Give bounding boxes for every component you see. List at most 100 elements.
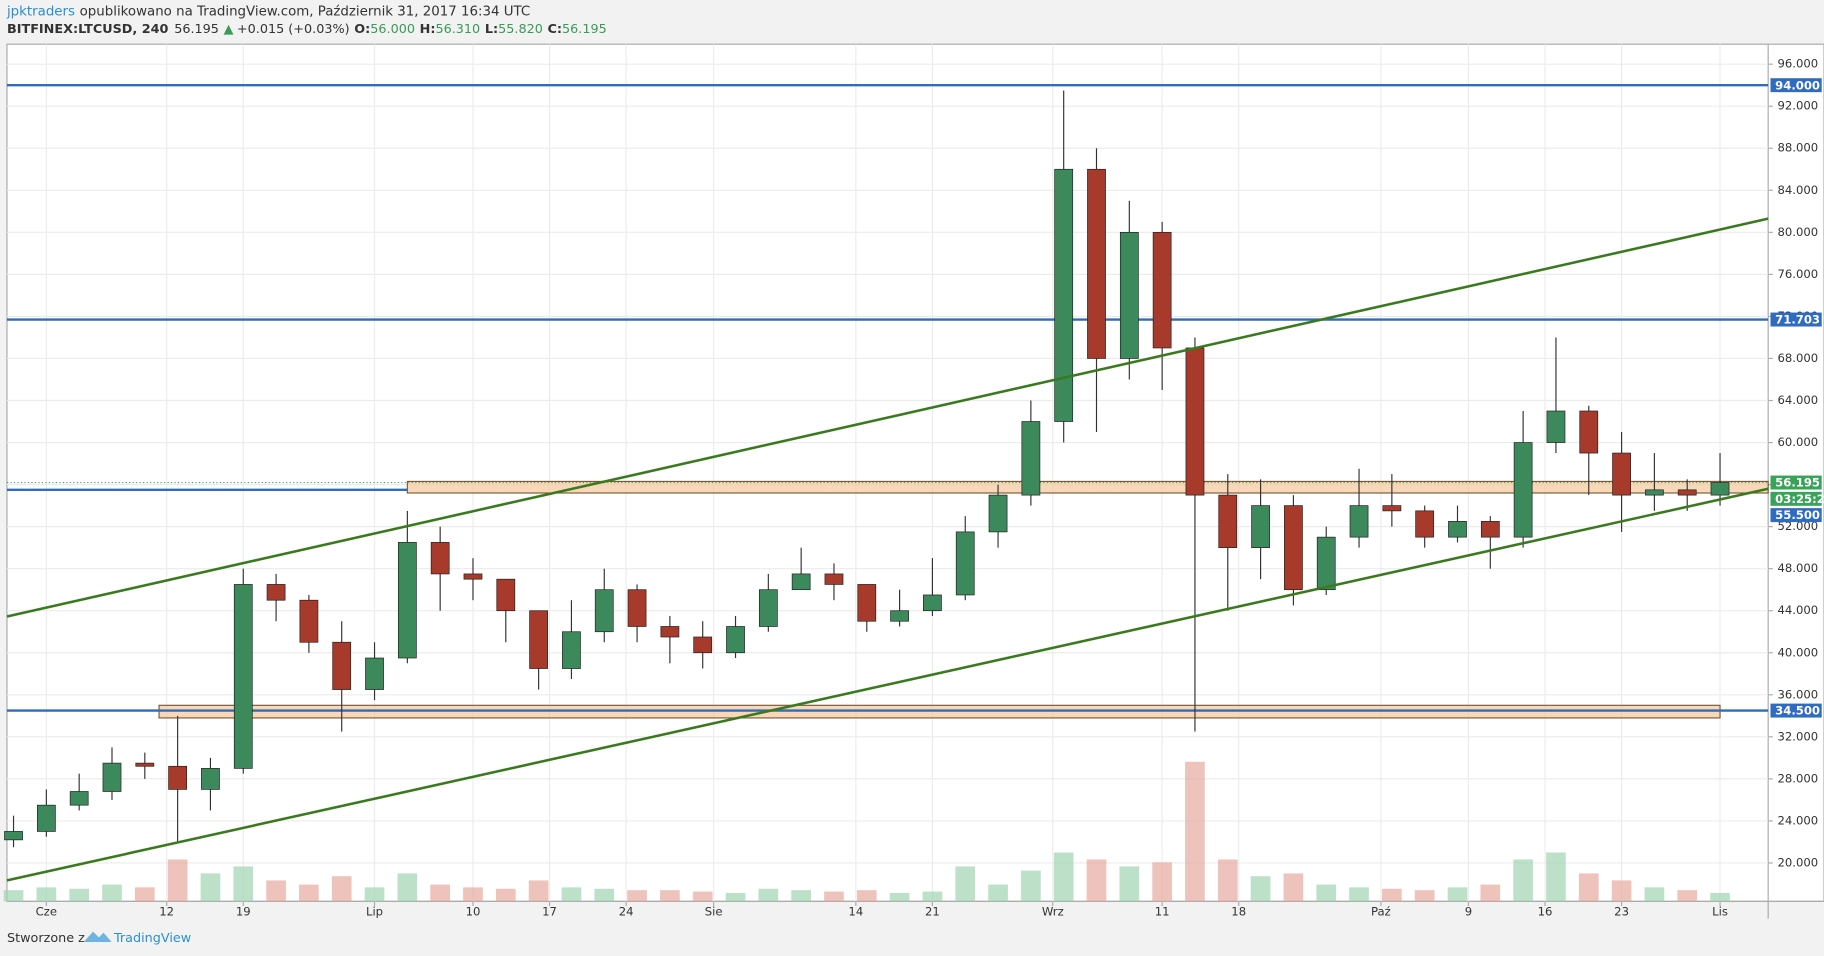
- y-tick-label: 68.000: [1777, 351, 1818, 365]
- level-tag: 71.703: [1770, 312, 1822, 327]
- footer-text: Stworzone z: [7, 931, 85, 946]
- plot-frame: [6, 43, 1824, 902]
- candle-body: [693, 636, 713, 654]
- candle-body: [135, 762, 155, 767]
- level-tag-bg: [1770, 703, 1822, 718]
- volume-bar: [167, 859, 188, 902]
- x-tick-label: Sie: [705, 904, 723, 918]
- last-price-tag-label: 56.195: [1775, 476, 1820, 490]
- y-tick-label: 84.000: [1777, 183, 1818, 197]
- c-label: C:: [548, 22, 563, 37]
- volume-bar: [1546, 852, 1566, 902]
- countdown-tag-label: 03:25:24: [1775, 492, 1824, 506]
- volume-bar: [331, 876, 352, 902]
- level-tag-bg: [1770, 508, 1822, 523]
- x-tick-label: Lis: [1712, 904, 1728, 918]
- candle-body: [397, 542, 417, 659]
- tradingview-logo[interactable]: [83, 931, 112, 943]
- x-tick-label: 21: [925, 904, 940, 918]
- candle-body: [332, 641, 352, 690]
- author[interactable]: jpktraders: [6, 5, 75, 20]
- candle-body: [496, 578, 516, 612]
- volume-bar: [758, 888, 779, 902]
- volume-bar: [69, 888, 90, 902]
- candle-body: [430, 542, 450, 575]
- countdown-tag-bg: [1770, 491, 1822, 506]
- volume-bar: [3, 890, 24, 902]
- volume-bar: [1480, 884, 1501, 902]
- candle-body: [1152, 231, 1172, 349]
- level-tag: 34.500: [1770, 703, 1822, 718]
- y-tick-label: 32.000: [1777, 729, 1818, 743]
- y-tick-label: 40.000: [1777, 645, 1818, 659]
- x-tick-label: 19: [236, 904, 251, 918]
- candle-body: [1480, 521, 1500, 538]
- x-tick-label: 18: [1231, 904, 1246, 918]
- volume-bar: [1611, 880, 1632, 902]
- volume-bar: [824, 891, 844, 902]
- volume-bar: [134, 887, 155, 902]
- y-tick-label: 44.000: [1777, 603, 1818, 617]
- volume-bar: [692, 891, 713, 902]
- header-line-1: jpktraders opublikowano na TradingView.co…: [6, 4, 530, 20]
- y-tick-label: 80.000: [1777, 225, 1818, 239]
- candle-body: [660, 626, 680, 638]
- change: +0.015 (+0.03%): [237, 22, 350, 37]
- candle-body: [1284, 505, 1303, 591]
- volume-bar: [1283, 873, 1304, 902]
- candle-body: [1579, 410, 1599, 454]
- candle-body: [168, 765, 188, 790]
- x-tick-label: 11: [1155, 904, 1170, 918]
- price: 56.195: [174, 22, 219, 37]
- candle-body: [923, 594, 942, 612]
- volume-bar: [36, 887, 57, 902]
- volume-bar: [988, 884, 1008, 902]
- y-tick-label: 96.000: [1777, 57, 1818, 71]
- volume-bar: [200, 873, 221, 902]
- candle-body: [1185, 347, 1205, 496]
- footer-brand[interactable]: TradingView: [113, 931, 191, 946]
- y-tick-label: 36.000: [1777, 687, 1818, 701]
- volume-bar: [594, 888, 615, 902]
- y-tick-label: 92.000: [1777, 99, 1818, 113]
- level-tag-label: 34.500: [1775, 704, 1820, 718]
- volume-bar: [660, 890, 680, 902]
- candle-body: [1415, 510, 1435, 538]
- volume-bar: [1316, 884, 1337, 902]
- candle-body: [4, 831, 23, 841]
- candle-body: [758, 589, 778, 627]
- candle-body: [1316, 536, 1336, 591]
- plot-layer: 20.000 24.000 28.000 32.000 36.000 40.000 44.0…: [3, 44, 1824, 918]
- trend-line: [6, 217, 1769, 618]
- volume-bar: [1053, 852, 1074, 902]
- candle-body: [1546, 410, 1566, 443]
- volume-bar: [627, 890, 647, 902]
- candle-body: [1677, 489, 1697, 496]
- level-tag-label: 94.000: [1775, 78, 1820, 92]
- volume-bar: [528, 880, 549, 902]
- o-label: O:: [354, 22, 370, 37]
- volume-bar: [1414, 890, 1435, 902]
- y-tick-label: 88.000: [1777, 141, 1818, 155]
- x-tick-label: 24: [619, 904, 634, 918]
- volume-bar: [299, 884, 319, 902]
- x-tick-label: 12: [159, 904, 174, 918]
- x-tick-label: 14: [848, 904, 863, 918]
- volume-bar: [791, 890, 811, 902]
- volume-bar: [1185, 761, 1205, 902]
- published: opublikowano na TradingView.com, Paździe…: [80, 4, 531, 20]
- candle-body: [1612, 452, 1631, 496]
- open: 56.000: [370, 22, 415, 37]
- level-tag-bg: [1770, 78, 1822, 93]
- candle-body: [1513, 442, 1533, 538]
- level-tag-label: 71.703: [1775, 313, 1820, 327]
- volume-bar: [856, 890, 877, 902]
- header-line-2: BITFINEX:LTCUSD, 240 56.195 ▲ +0.015 (+0.03…: [7, 22, 607, 37]
- volume-bar: [1382, 888, 1402, 902]
- symbol: BITFINEX:LTCUSD, 240: [7, 22, 169, 37]
- volume-bar: [1152, 862, 1172, 902]
- x-tick-label: 9: [1465, 904, 1472, 918]
- candle-body: [1054, 168, 1074, 422]
- high: 56.310: [435, 22, 480, 37]
- candle-body: [1251, 505, 1270, 549]
